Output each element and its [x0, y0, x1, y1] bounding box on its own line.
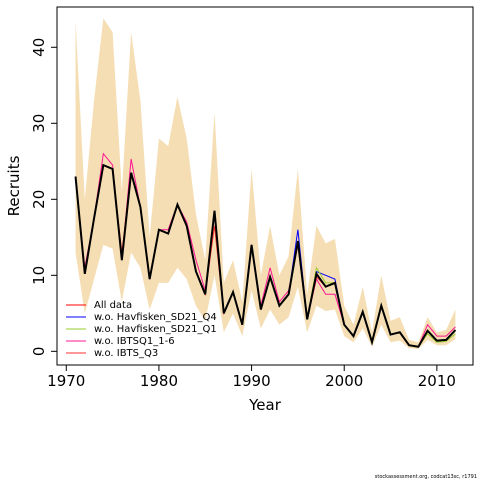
x-tick-label: 1990: [232, 372, 270, 390]
x-tick-label: 1970: [47, 372, 85, 390]
y-axis-label: Recruits: [5, 155, 23, 216]
x-tick-label: 2010: [418, 372, 456, 390]
x-tick-label: 2000: [325, 372, 363, 390]
footer: stockassessment.org, codcat13sc, r1791: [375, 474, 477, 480]
y-tick-label: 20: [30, 190, 48, 209]
legend-label: w.o. IBTS_Q3: [94, 348, 158, 359]
confidence-band: [75, 18, 456, 350]
legend-label: w.o. Havfisken_SD21_Q1: [94, 324, 217, 335]
y-tick-label: 30: [30, 114, 48, 133]
y-tick-label: 0: [30, 347, 48, 357]
estimate-line: [74, 163, 457, 348]
legend-label: All data: [94, 300, 132, 311]
x-tick-label: 1980: [140, 372, 178, 390]
y-tick-label: 40: [30, 38, 48, 57]
y-tick-label: 10: [30, 266, 48, 285]
legend-label: w.o. Havfisken_SD21_Q4: [94, 312, 217, 323]
x-axis-label: Year: [248, 396, 282, 414]
legend-label: w.o. IBTSQ1_1-6: [94, 336, 175, 347]
plot-frame: [56, 6, 474, 366]
